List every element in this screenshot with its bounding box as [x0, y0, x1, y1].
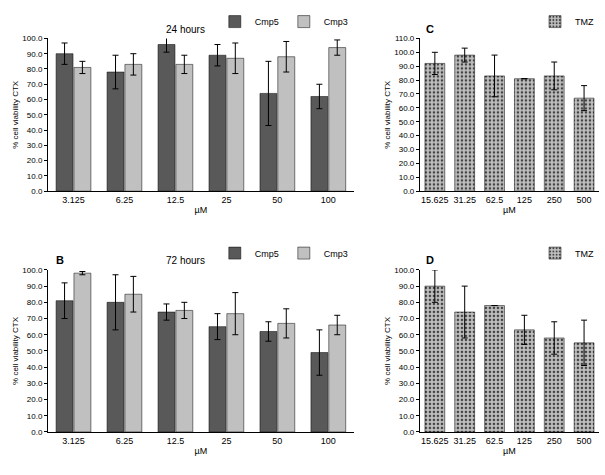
svg-text:15.625: 15.625: [421, 195, 449, 205]
svg-text:0.0: 0.0: [403, 187, 415, 196]
svg-text:20.0: 20.0: [399, 395, 415, 404]
svg-text:B: B: [56, 254, 64, 266]
svg-text:50.0: 50.0: [399, 347, 415, 356]
svg-text:90.0: 90.0: [399, 62, 415, 71]
svg-text:40.0: 40.0: [399, 363, 415, 372]
svg-text:6.25: 6.25: [116, 436, 134, 446]
svg-text:10.0: 10.0: [399, 412, 415, 421]
svg-text:C: C: [426, 23, 434, 35]
svg-text:250: 250: [547, 195, 562, 205]
svg-text:24 hours: 24 hours: [166, 24, 205, 35]
svg-text:60.0: 60.0: [399, 331, 415, 340]
svg-text:D: D: [426, 254, 434, 266]
svg-text:70.0: 70.0: [399, 314, 415, 323]
svg-text:Cmp3: Cmp3: [324, 17, 348, 27]
svg-text:% cell viability CTX: % cell viability CTX: [11, 80, 20, 149]
svg-text:30.0: 30.0: [27, 379, 43, 388]
svg-text:3.125: 3.125: [62, 436, 85, 446]
svg-text:20.0: 20.0: [399, 159, 415, 168]
svg-text:15.625: 15.625: [421, 436, 449, 446]
svg-text:50: 50: [272, 436, 282, 446]
svg-text:3.125: 3.125: [62, 195, 85, 205]
svg-text:µM: µM: [503, 446, 516, 456]
svg-text:60.0: 60.0: [27, 331, 43, 340]
svg-text:100.0: 100.0: [22, 266, 43, 275]
svg-text:% cell viability CTX: % cell viability CTX: [383, 80, 392, 149]
svg-text:72 hours: 72 hours: [166, 255, 205, 266]
svg-text:100.0: 100.0: [394, 48, 415, 57]
svg-text:250: 250: [547, 436, 562, 446]
svg-text:25: 25: [221, 436, 231, 446]
svg-text:0.0: 0.0: [31, 428, 43, 437]
svg-text:125: 125: [517, 436, 532, 446]
svg-text:30.0: 30.0: [27, 141, 43, 150]
svg-text:40.0: 40.0: [27, 126, 43, 135]
svg-text:% cell viability CTX: % cell viability CTX: [383, 316, 392, 385]
svg-text:Cmp5: Cmp5: [255, 249, 279, 259]
svg-text:100: 100: [321, 195, 336, 205]
svg-text:20.0: 20.0: [27, 395, 43, 404]
svg-text:% cell viability CTX: % cell viability CTX: [11, 316, 20, 385]
svg-text:10.0: 10.0: [27, 172, 43, 181]
svg-text:40.0: 40.0: [27, 363, 43, 372]
svg-text:30.0: 30.0: [399, 379, 415, 388]
svg-text:20.0: 20.0: [27, 156, 43, 165]
svg-text:100.0: 100.0: [22, 34, 43, 43]
svg-text:TMZ: TMZ: [575, 17, 594, 27]
svg-text:0.0: 0.0: [403, 428, 415, 437]
svg-text:60.0: 60.0: [399, 104, 415, 113]
svg-text:50.0: 50.0: [399, 118, 415, 127]
svg-text:500: 500: [577, 195, 592, 205]
svg-text:60.0: 60.0: [27, 95, 43, 104]
svg-text:70.0: 70.0: [27, 80, 43, 89]
svg-text:µM: µM: [195, 446, 208, 456]
svg-text:90.0: 90.0: [399, 282, 415, 291]
svg-text:50.0: 50.0: [27, 347, 43, 356]
svg-text:31.25: 31.25: [453, 195, 476, 205]
svg-text:µM: µM: [195, 205, 208, 215]
svg-text:62.5: 62.5: [486, 436, 504, 446]
svg-text:50: 50: [272, 195, 282, 205]
svg-text:80.0: 80.0: [27, 298, 43, 307]
svg-text:10.0: 10.0: [399, 173, 415, 182]
svg-text:70.0: 70.0: [27, 314, 43, 323]
svg-text:125: 125: [517, 195, 532, 205]
svg-text:62.5: 62.5: [486, 195, 504, 205]
svg-text:6.25: 6.25: [116, 195, 134, 205]
svg-text:31.25: 31.25: [453, 436, 476, 446]
svg-text:50.0: 50.0: [27, 111, 43, 120]
svg-text:500: 500: [577, 436, 592, 446]
svg-text:0.0: 0.0: [31, 187, 43, 196]
svg-text:80.0: 80.0: [399, 298, 415, 307]
svg-text:90.0: 90.0: [27, 282, 43, 291]
svg-text:90.0: 90.0: [27, 49, 43, 58]
svg-text:100: 100: [321, 436, 336, 446]
svg-text:µM: µM: [503, 205, 516, 215]
svg-text:12.5: 12.5: [167, 195, 185, 205]
svg-text:12.5: 12.5: [167, 436, 185, 446]
svg-text:110.0: 110.0: [395, 34, 415, 43]
svg-text:10.0: 10.0: [27, 412, 43, 421]
svg-text:TMZ: TMZ: [575, 249, 594, 259]
svg-text:Cmp5: Cmp5: [255, 17, 279, 27]
svg-text:30.0: 30.0: [399, 145, 415, 154]
svg-text:80.0: 80.0: [27, 65, 43, 74]
svg-text:70.0: 70.0: [399, 90, 415, 99]
svg-text:100.0: 100.0: [394, 266, 415, 275]
svg-text:40.0: 40.0: [399, 131, 415, 140]
svg-text:25: 25: [221, 195, 231, 205]
svg-text:Cmp3: Cmp3: [324, 249, 348, 259]
svg-text:80.0: 80.0: [399, 76, 415, 85]
